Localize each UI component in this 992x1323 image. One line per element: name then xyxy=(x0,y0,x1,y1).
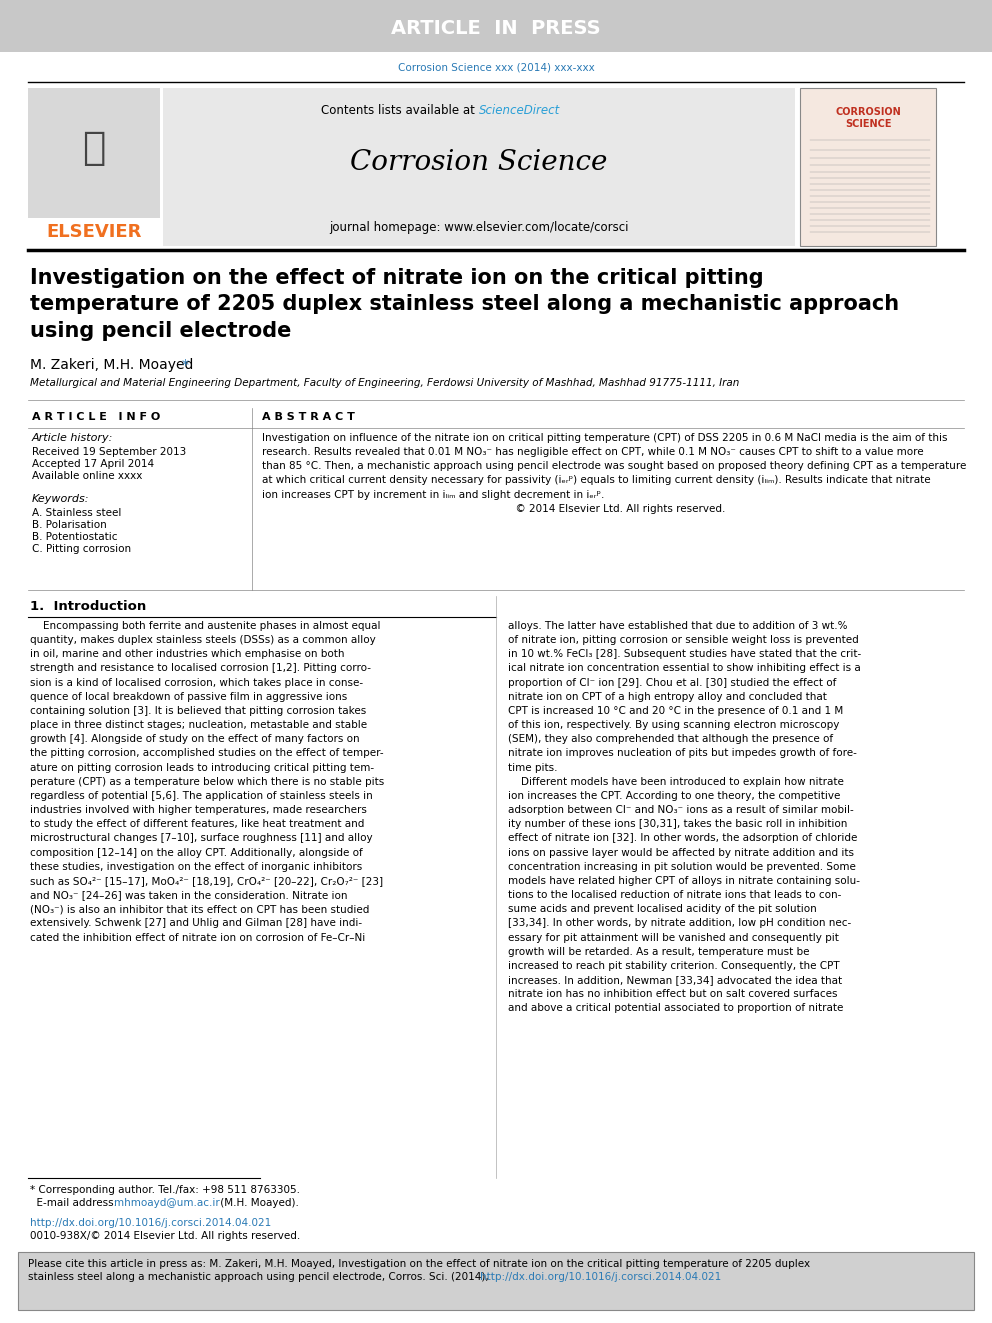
Text: (M.H. Moayed).: (M.H. Moayed). xyxy=(217,1199,299,1208)
Text: B. Potentiostatic: B. Potentiostatic xyxy=(32,532,117,542)
Text: Available online xxxx: Available online xxxx xyxy=(32,471,143,482)
Bar xyxy=(28,89,160,218)
Text: 0010-938X/© 2014 Elsevier Ltd. All rights reserved.: 0010-938X/© 2014 Elsevier Ltd. All right… xyxy=(30,1230,301,1241)
Text: CORROSION
SCIENCE: CORROSION SCIENCE xyxy=(835,107,901,128)
Text: 🌲: 🌲 xyxy=(82,130,106,167)
Text: Keywords:: Keywords: xyxy=(32,493,89,504)
Text: http://dx.doi.org/10.1016/j.corsci.2014.04.021: http://dx.doi.org/10.1016/j.corsci.2014.… xyxy=(30,1218,271,1228)
Bar xyxy=(18,1252,974,1310)
Text: journal homepage: www.elsevier.com/locate/corsci: journal homepage: www.elsevier.com/locat… xyxy=(329,221,629,234)
Text: A B S T R A C T: A B S T R A C T xyxy=(262,411,355,422)
Text: Contents lists available at: Contents lists available at xyxy=(321,103,479,116)
Text: Metallurgical and Material Engineering Department, Faculty of Engineering, Ferdo: Metallurgical and Material Engineering D… xyxy=(30,378,739,388)
Text: Investigation on influence of the nitrate ion on critical pitting temperature (C: Investigation on influence of the nitrat… xyxy=(262,433,966,513)
Text: ELSEVIER: ELSEVIER xyxy=(47,224,142,241)
Text: mhmoayd@um.ac.ir: mhmoayd@um.ac.ir xyxy=(114,1199,220,1208)
Bar xyxy=(800,89,936,246)
Text: E-mail address:: E-mail address: xyxy=(30,1199,120,1208)
Text: http://dx.doi.org/10.1016/j.corsci.2014.04.021: http://dx.doi.org/10.1016/j.corsci.2014.… xyxy=(480,1271,721,1282)
Text: stainless steel along a mechanistic approach using pencil electrode, Corros. Sci: stainless steel along a mechanistic appr… xyxy=(28,1271,492,1282)
Text: * Corresponding author. Tel./fax: +98 511 8763305.: * Corresponding author. Tel./fax: +98 51… xyxy=(30,1185,300,1195)
Text: Please cite this article in press as: M. Zakeri, M.H. Moayed, Investigation on t: Please cite this article in press as: M.… xyxy=(28,1259,810,1269)
Text: A R T I C L E   I N F O: A R T I C L E I N F O xyxy=(32,411,161,422)
Text: Encompassing both ferrite and austenite phases in almost equal
quantity, makes d: Encompassing both ferrite and austenite … xyxy=(30,620,384,942)
Text: Accepted 17 April 2014: Accepted 17 April 2014 xyxy=(32,459,154,468)
Text: alloys. The latter have established that due to addition of 3 wt.%
of nitrate io: alloys. The latter have established that… xyxy=(508,620,861,1013)
Text: A. Stainless steel: A. Stainless steel xyxy=(32,508,121,519)
Text: *: * xyxy=(182,359,189,372)
Text: C. Pitting corrosion: C. Pitting corrosion xyxy=(32,544,131,554)
Text: Corrosion Science xxx (2014) xxx-xxx: Corrosion Science xxx (2014) xxx-xxx xyxy=(398,64,594,73)
Bar xyxy=(0,0,992,52)
Text: M. Zakeri, M.H. Moayed: M. Zakeri, M.H. Moayed xyxy=(30,359,197,372)
Bar xyxy=(163,89,795,246)
Text: ARTICLE  IN  PRESS: ARTICLE IN PRESS xyxy=(391,19,601,37)
Text: Investigation on the effect of nitrate ion on the critical pitting
temperature o: Investigation on the effect of nitrate i… xyxy=(30,269,899,341)
Text: ScienceDirect: ScienceDirect xyxy=(479,103,560,116)
Text: 1.  Introduction: 1. Introduction xyxy=(30,601,146,613)
Text: B. Polarisation: B. Polarisation xyxy=(32,520,107,531)
Text: Corrosion Science: Corrosion Science xyxy=(350,149,608,176)
Text: Article history:: Article history: xyxy=(32,433,113,443)
Text: Received 19 September 2013: Received 19 September 2013 xyxy=(32,447,186,456)
